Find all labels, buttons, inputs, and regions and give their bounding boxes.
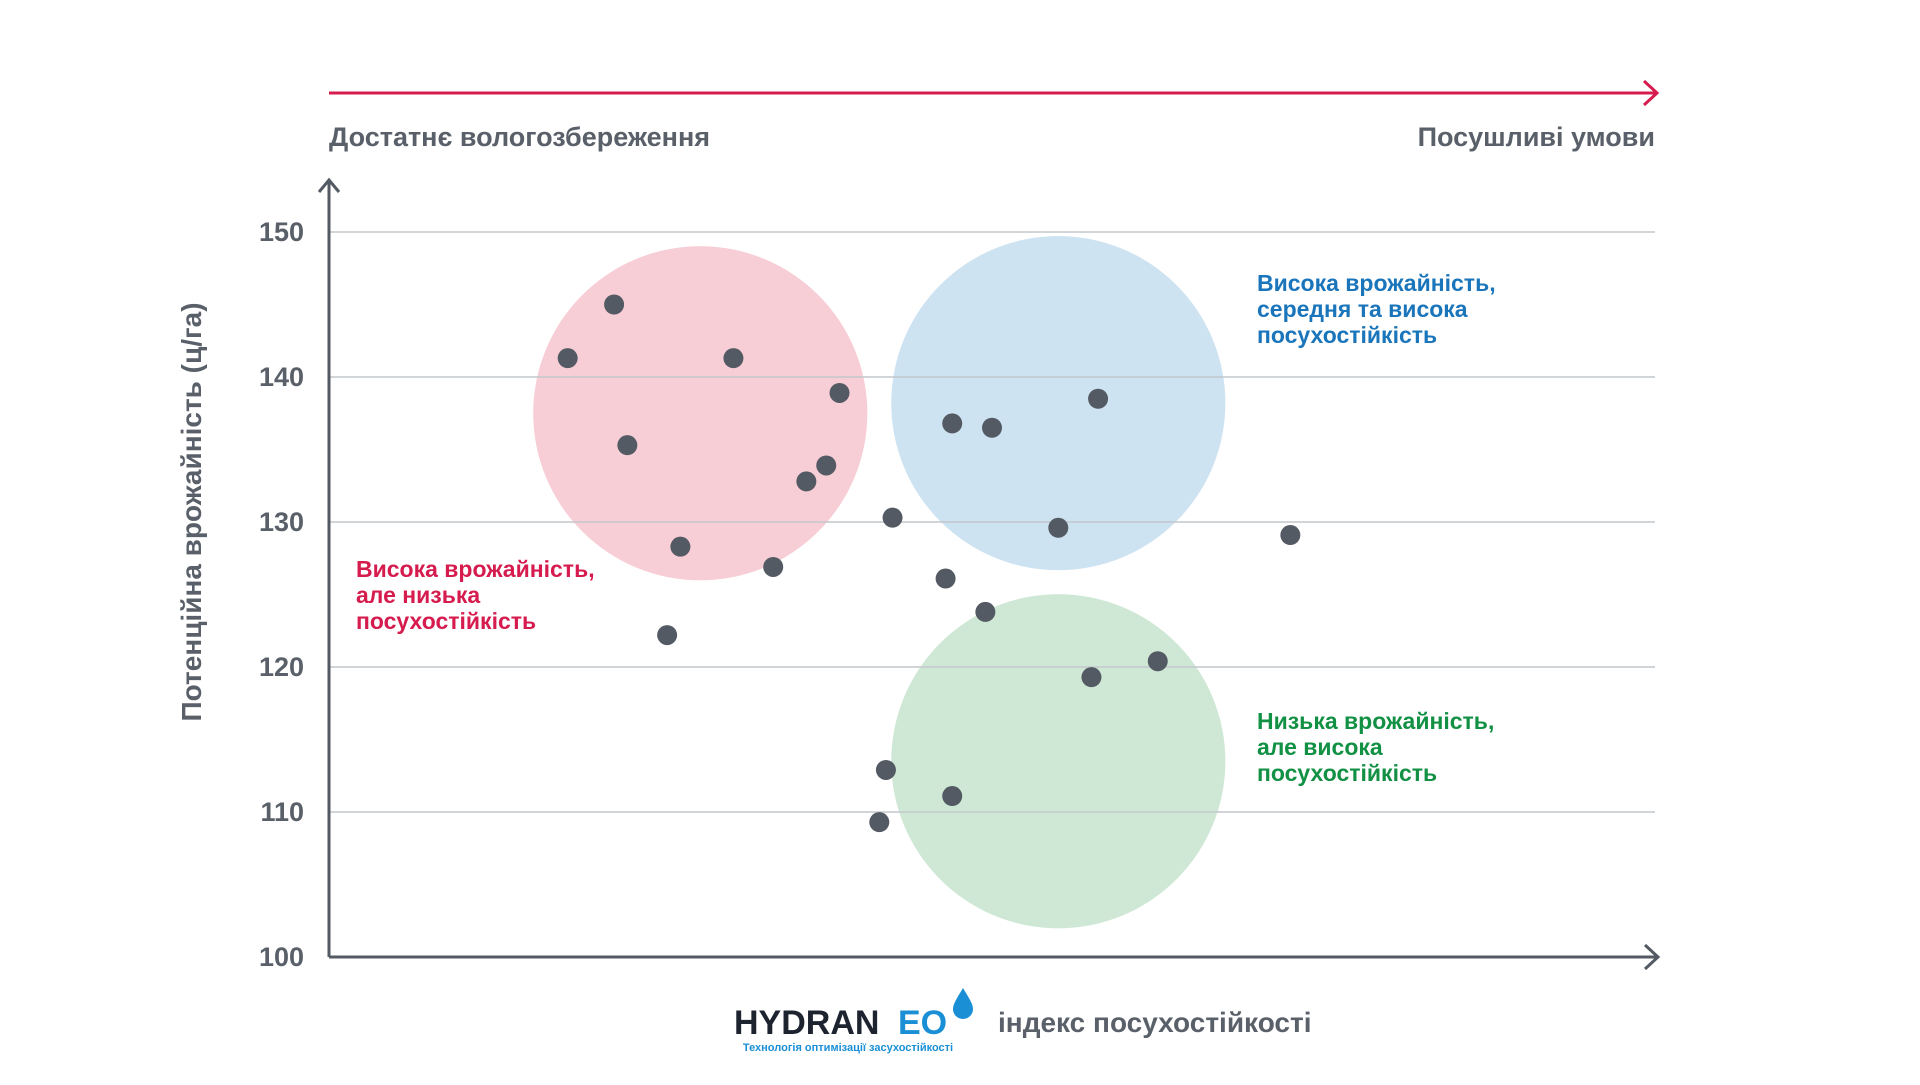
data-point-17 xyxy=(982,417,1002,438)
x-scale-right-label: Посушливі умови xyxy=(1418,122,1655,152)
data-point-10 xyxy=(829,382,850,403)
y-tick-label-110: 110 xyxy=(260,797,304,827)
data-point-22 xyxy=(1147,651,1168,672)
data-point-13 xyxy=(882,507,903,528)
data-point-23 xyxy=(1280,525,1301,546)
cluster-label-1-line-2: але низька xyxy=(356,582,480,608)
y-tick-label-100: 100 xyxy=(259,942,304,972)
grid-layer xyxy=(329,231,1655,813)
cluster-circle-1 xyxy=(533,246,868,581)
x-axis-arrowhead xyxy=(1643,943,1661,971)
cluster-circle-3 xyxy=(891,594,1226,929)
data-point-2 xyxy=(604,294,625,315)
brand-tagline: Технологія оптимізації засухостійкості xyxy=(743,1042,953,1054)
brand-name-dark: HYDRAN xyxy=(734,1004,879,1042)
data-point-18 xyxy=(975,601,996,622)
y-axis-arrowhead xyxy=(317,177,341,193)
data-point-1 xyxy=(557,348,578,369)
cluster-label-3-line-3: посухостійкість xyxy=(1257,760,1437,786)
data-point-7 xyxy=(763,556,784,577)
data-point-19 xyxy=(1048,517,1069,538)
data-point-20 xyxy=(1088,388,1109,409)
data-point-16 xyxy=(942,786,963,807)
data-point-5 xyxy=(657,625,678,646)
cluster-label-2-line-1: Висока врожайність, xyxy=(1257,270,1496,296)
cluster-label-3-line-2: але висока xyxy=(1257,734,1383,760)
water-drop-icon xyxy=(953,988,973,1019)
y-axis-title: Потенційна врожайність (ц/га) xyxy=(176,302,207,721)
brand-name-blue: EO xyxy=(898,1004,947,1042)
data-point-9 xyxy=(816,455,837,476)
text-layer: Достатнє вологозбереження Посушливі умов… xyxy=(176,122,1655,1038)
data-point-3 xyxy=(617,435,638,456)
hydraneo-logo: HYDRAN EO Технологія оптимізації засухос… xyxy=(734,988,973,1054)
data-point-21 xyxy=(1081,667,1102,688)
data-point-14 xyxy=(935,568,956,589)
y-tick-label-120: 120 xyxy=(259,652,304,682)
data-point-4 xyxy=(670,536,691,557)
data-point-6 xyxy=(723,348,744,369)
axes-layer xyxy=(317,79,1661,971)
data-point-12 xyxy=(875,759,896,780)
cluster-label-1-line-3: посухостійкість xyxy=(356,608,536,634)
x-axis-title: індекс посухостійкості xyxy=(998,1007,1312,1038)
y-tick-label-150: 150 xyxy=(259,217,304,247)
cluster-layer xyxy=(533,236,1226,929)
x-scale-left-label: Достатнє вологозбереження xyxy=(329,122,710,152)
cluster-label-3-line-1: Низька врожайність, xyxy=(1257,708,1494,734)
y-tick-label-130: 130 xyxy=(259,507,304,537)
cluster-label-1-line-1: Висока врожайність, xyxy=(356,556,595,582)
data-point-15 xyxy=(942,413,963,434)
cluster-label-2-line-2: середня та висока xyxy=(1257,296,1468,322)
y-tick-label-140: 140 xyxy=(259,362,304,392)
points-layer xyxy=(557,294,1301,833)
data-point-8 xyxy=(796,471,817,492)
cluster-circle-2 xyxy=(891,236,1226,571)
cluster-label-2-line-3: посухостійкість xyxy=(1257,322,1437,348)
data-point-11 xyxy=(869,812,890,833)
top-direction-arrowhead xyxy=(1642,79,1660,107)
